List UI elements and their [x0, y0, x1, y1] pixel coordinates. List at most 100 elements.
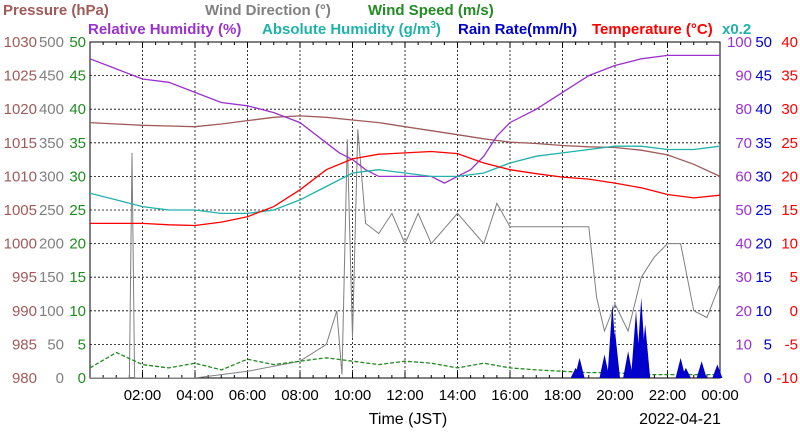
x-tick-label: 20:00 — [596, 387, 634, 404]
wind_dir-tick-label: 250 — [39, 202, 64, 219]
temp-tick-label: 0 — [790, 303, 798, 320]
rain-spike — [610, 330, 620, 378]
wind_dir-tick-label: 450 — [39, 68, 64, 85]
temp-tick-label: 40 — [781, 34, 798, 51]
x-tick-label: 02:00 — [124, 387, 162, 404]
pressure-tick-label: 1000 — [4, 236, 37, 253]
wind_dir-tick-label: 50 — [47, 336, 64, 353]
rain-spike — [599, 354, 610, 378]
wind_speed-tick-label: 20 — [69, 236, 86, 253]
humidity-tick-label: 90 — [735, 68, 752, 85]
rain-tick-label: 10 — [755, 303, 772, 320]
series-abs_humidity — [90, 145, 720, 215]
temp-tick-label: 25 — [781, 135, 798, 152]
pressure-tick-label: 1025 — [4, 68, 37, 85]
x-axis-label: Time (JST) — [369, 411, 448, 428]
temp-tick-label: 10 — [781, 236, 798, 253]
x-axis: 02:00 04:00 06:00 08:00 10:00 12:00 14:00 16:00… — [124, 387, 739, 404]
x-tick-label: 22:00 — [649, 387, 687, 404]
pressure-tick-label: 980 — [12, 370, 37, 387]
wind_dir-tick-label: 100 — [39, 303, 64, 320]
humidity-tick-label: 40 — [735, 236, 752, 253]
humidity-tick-label: 80 — [735, 101, 752, 118]
x-tick-label: 10:00 — [334, 387, 372, 404]
wind_speed-tick-label: 25 — [69, 202, 86, 219]
series-wind_speed — [90, 351, 720, 376]
x-tick-label: 18:00 — [544, 387, 582, 404]
series-humidity — [90, 54, 720, 184]
wind_speed-tick-label: 30 — [69, 168, 86, 185]
wind_speed-tick-label: 5 — [78, 336, 86, 353]
wind_dir-tick-label: 0 — [56, 370, 64, 387]
wind_speed-tick-label: 35 — [69, 135, 86, 152]
humidity-tick-label: 30 — [735, 269, 752, 286]
temp-tick-label: 30 — [781, 101, 798, 118]
rain-spike — [696, 361, 707, 378]
pressure-tick-label: 995 — [12, 269, 37, 286]
humidity-tick-label: 0 — [744, 370, 752, 387]
legend-entry: Wind Direction (°) — [205, 2, 331, 19]
pressure-tick-label: 1015 — [4, 135, 37, 152]
temp-tick-label: -5 — [785, 336, 798, 353]
pressure-tick-label: 990 — [12, 303, 37, 320]
x-tick-label: 12:00 — [386, 387, 424, 404]
wind_speed-tick-label: 10 — [69, 303, 86, 320]
humidity-tick-label: 20 — [735, 303, 752, 320]
series-pressure — [90, 115, 720, 177]
rain-tick-label: 40 — [755, 101, 772, 118]
rain-spike — [712, 364, 723, 378]
rain-spike — [640, 324, 651, 378]
wind_dir-tick-label: 400 — [39, 101, 64, 118]
legend: Pressure (hPa) Wind Direction (°) Wind Spe… — [3, 2, 751, 38]
x-tick-label: 00:00 — [701, 387, 739, 404]
rain-tick-label: 45 — [755, 68, 772, 85]
date-label: 2022-04-21 — [639, 411, 721, 428]
wind_dir-tick-label: 150 — [39, 269, 64, 286]
wind_dir-tick-label: 200 — [39, 236, 64, 253]
wind_dir-tick-label: 350 — [39, 135, 64, 152]
temp-tick-label: 5 — [790, 269, 798, 286]
pressure-tick-label: 1010 — [4, 168, 37, 185]
wind_dir-tick-label: 500 — [39, 34, 64, 51]
x-tick-label: 14:00 — [439, 387, 477, 404]
legend-entry: Rain Rate(mm/h) — [458, 21, 577, 38]
humidity-tick-label: 50 — [735, 202, 752, 219]
legend-entry: Pressure (hPa) — [3, 2, 109, 19]
wind_speed-tick-label: 15 — [69, 269, 86, 286]
x-tick-label: 04:00 — [176, 387, 214, 404]
temp-tick-label: 20 — [781, 168, 798, 185]
pressure-tick-label: 985 — [12, 336, 37, 353]
rain-tick-label: 35 — [755, 135, 772, 152]
legend-entry: Temperature (°C) — [592, 21, 713, 38]
series-temp — [90, 150, 720, 227]
rain-spike — [680, 367, 691, 378]
x-tick-label: 06:00 — [229, 387, 267, 404]
wind_speed-tick-label: 40 — [69, 101, 86, 118]
rain-spike — [675, 357, 686, 378]
temp-tick-label: 35 — [781, 68, 798, 85]
humidity-tick-label: 60 — [735, 168, 752, 185]
rain-tick-label: 25 — [755, 202, 772, 219]
plot-area — [90, 54, 723, 378]
rain-spike — [623, 351, 634, 378]
legend-entry: x0.2 — [722, 21, 751, 38]
legend-entry: Relative Humidity (%) — [88, 21, 241, 38]
temp-tick-label: 15 — [781, 202, 798, 219]
rain-spike — [574, 357, 585, 378]
series-wind_dir — [90, 129, 720, 378]
wind_dir-tick-label: 300 — [39, 168, 64, 185]
pressure-tick-label: 1020 — [4, 101, 37, 118]
rain-tick-label: 50 — [755, 34, 772, 51]
humidity-tick-label: 100 — [727, 34, 752, 51]
wind_speed-tick-label: 50 — [69, 34, 86, 51]
pressure-tick-label: 1005 — [4, 202, 37, 219]
rain-tick-label: 5 — [764, 336, 772, 353]
rain-tick-label: 20 — [755, 236, 772, 253]
humidity-tick-label: 10 — [735, 336, 752, 353]
rain-tick-label: 30 — [755, 168, 772, 185]
y-axes: 9809859909951000100510101015102010251030… — [4, 34, 798, 387]
x-tick-label: 16:00 — [491, 387, 529, 404]
legend-entry: Absolute Humidity (g/m3) — [262, 20, 441, 38]
legend-entry: Wind Speed (m/s) — [368, 2, 494, 19]
